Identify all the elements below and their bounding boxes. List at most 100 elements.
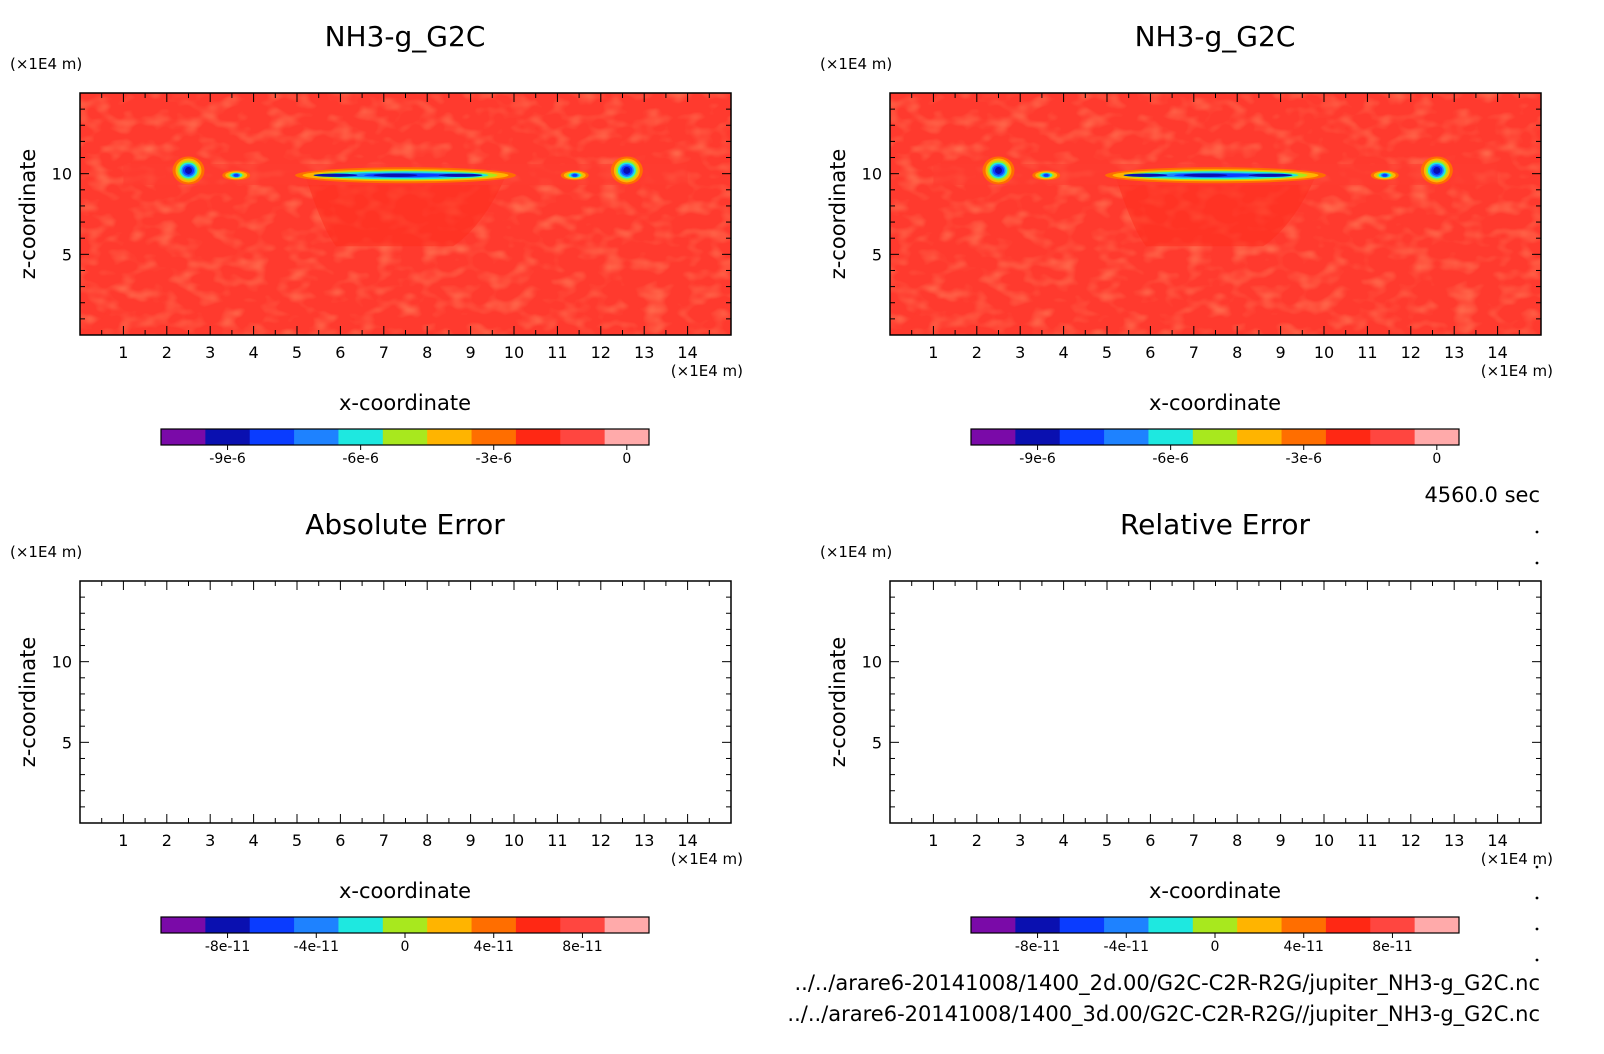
y-tick-label: 10 (52, 653, 72, 672)
x-tick-label: 5 (1102, 831, 1112, 850)
colorbar-segment (471, 429, 517, 445)
colorbar-segment (294, 429, 339, 445)
colorbar-segment (205, 429, 251, 445)
x-tick-label: 12 (1401, 831, 1421, 850)
colorbar-segment (1059, 429, 1105, 445)
colorbar-segment (1148, 917, 1194, 933)
x-unit-label: (×1E4 m) (671, 362, 743, 380)
colorbar-segment (1414, 429, 1460, 445)
x-tick-label: 3 (205, 831, 215, 850)
colorbar-segment (427, 917, 473, 933)
colorbar-segment (604, 917, 650, 933)
x-tick-label: 12 (591, 831, 611, 850)
chart-title: Absolute Error (305, 508, 505, 541)
x-tick-label: 2 (972, 831, 982, 850)
contour-layer-core (438, 173, 483, 177)
colorbar-tick-label: 4e-11 (474, 939, 514, 955)
colorbar-segment (1015, 917, 1061, 933)
colorbar-segment (971, 429, 1016, 445)
contour-cell (186, 168, 191, 173)
colorbar-segment (1370, 429, 1416, 445)
colorbar-tick-label: -8e-11 (205, 939, 250, 955)
decorative-dots (1535, 530, 1539, 962)
x-tick-label: 12 (1401, 343, 1421, 362)
colorbar-segment (515, 917, 561, 933)
colorbar-frame (160, 428, 650, 446)
x-axis-label: x-coordinate (339, 879, 471, 903)
colorbar-segment (161, 429, 206, 445)
colorbar-tick-label: -6e-6 (1152, 451, 1189, 467)
x-tick-label: 3 (1015, 343, 1025, 362)
colorbar-tick-label: 0 (622, 451, 631, 467)
y-unit-label: (×1E4 m) (10, 543, 82, 561)
x-tick-label: 13 (634, 831, 654, 850)
time-label: 4560.0 sec (1424, 483, 1540, 507)
y-tick-label: 5 (62, 733, 72, 752)
colorbar-segment (515, 429, 561, 445)
margin-dot (1535, 927, 1539, 931)
colorbar-tick-label: 0 (1211, 939, 1220, 955)
colorbar-tick-label: -3e-6 (1285, 451, 1322, 467)
chart-panel-2: NH3-g_G2C(×1E4 m)1 2 3 4 5 6 7 8 9 10 11 12 13 14510(… (820, 20, 1553, 467)
colorbar-tick-label: -6e-6 (342, 451, 379, 467)
x-tick-label: 6 (335, 343, 345, 362)
y-axis-label: z-coordinate (826, 637, 850, 768)
x-tick-label: 9 (1276, 831, 1286, 850)
x-tick-label: 7 (379, 831, 389, 850)
y-unit-label: (×1E4 m) (820, 55, 892, 73)
x-tick-label: 1 (118, 343, 128, 362)
y-tick-label: 5 (872, 245, 882, 264)
x-tick-label: 10 (504, 831, 524, 850)
colorbar-segment (1325, 429, 1371, 445)
contour-cell (1043, 173, 1049, 177)
x-tick-label: 10 (1314, 831, 1334, 850)
y-unit-label: (×1E4 m) (10, 55, 82, 73)
chart-panel-3: Absolute Error(×1E4 m)1 2 3 4 5 6 7 8 9 10 11 12 13 1… (10, 508, 743, 955)
contour-layer-core (373, 173, 418, 177)
colorbar-segment (560, 429, 606, 445)
x-tick-label: 12 (591, 343, 611, 362)
colorbar-segment (1281, 917, 1327, 933)
y-tick-label: 10 (862, 165, 882, 184)
contour-layer-core (313, 173, 358, 177)
colorbar-segment (338, 429, 384, 445)
colorbar-tick-label: -4e-11 (294, 939, 339, 955)
colorbar-frame (970, 428, 1460, 446)
y-axis-label: z-coordinate (826, 149, 850, 280)
x-tick-label: 8 (1232, 831, 1242, 850)
x-tick-label: 1 (118, 831, 128, 850)
central-plume (305, 176, 506, 247)
chart-title: NH3-g_G2C (1135, 20, 1296, 53)
x-axis-label: x-coordinate (339, 391, 471, 415)
x-tick-label: 1 (928, 343, 938, 362)
chart-panel-4: Relative Error(×1E4 m)1 2 3 4 5 6 7 8 9 10 11 12 13 1… (820, 508, 1553, 955)
colorbar-segment (294, 917, 339, 933)
colorbar-tick-label: 8e-11 (1372, 939, 1412, 955)
x-tick-label: 4 (249, 343, 259, 362)
plot-frame (79, 580, 732, 824)
x-tick-label: 9 (1276, 343, 1286, 362)
y-unit-label: (×1E4 m) (820, 543, 892, 561)
x-tick-label: 5 (292, 343, 302, 362)
x-tick-label: 8 (422, 343, 432, 362)
y-tick-label: 5 (872, 733, 882, 752)
margin-dot (1535, 561, 1539, 565)
x-tick-label: 7 (1189, 831, 1199, 850)
x-tick-label: 7 (379, 343, 389, 362)
x-tick-label: 6 (1145, 343, 1155, 362)
x-tick-label: 14 (1487, 831, 1507, 850)
y-tick-label: 5 (62, 245, 72, 264)
x-unit-label: (×1E4 m) (1481, 362, 1553, 380)
contour-cell (233, 173, 239, 177)
colorbar-segment (1325, 917, 1371, 933)
colorbar-tick-label: 4e-11 (1284, 939, 1324, 955)
file-path-3d: ../../arare6-20141008/1400_3d.00/G2C-C2R… (787, 1002, 1540, 1027)
x-tick-label: 10 (1314, 343, 1334, 362)
colorbar-segment (249, 429, 295, 445)
x-tick-label: 13 (1444, 831, 1464, 850)
chart-title: Relative Error (1120, 508, 1311, 541)
margin-dot (1535, 958, 1539, 962)
file-path-2d: ../../arare6-20141008/1400_2d.00/G2C-C2R… (794, 971, 1540, 996)
x-tick-label: 9 (466, 343, 476, 362)
x-axis-label: x-coordinate (1149, 879, 1281, 903)
